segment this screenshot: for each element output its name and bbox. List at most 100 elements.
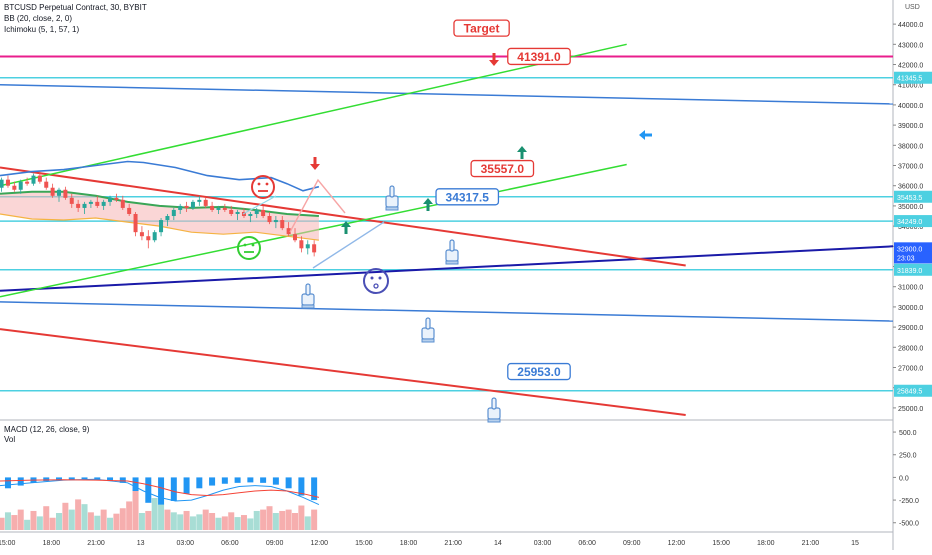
volume-bar [253,510,260,530]
candle-body [248,213,253,217]
macd-histogram-bar [221,477,228,484]
arrow-shaft [313,157,317,165]
up-arrow-icon-3 [341,221,351,234]
price-tick-label: 30000.0 [898,305,923,312]
macd-tick-label: -250.0 [899,498,919,505]
candle-body [229,209,234,214]
volume-bar [272,512,279,530]
candle-body [127,207,132,214]
price-badge-text: 35453.5 [897,195,922,202]
volume-bar [292,512,299,530]
time-tick-label: 06:00 [221,540,239,547]
volume-bar [240,515,247,530]
volume-bar [36,516,43,530]
candle-body [37,175,42,182]
annotation-text: 41391.0 [517,50,561,64]
trendline-red-lower [0,328,686,416]
face-eye [370,276,374,280]
smiley-face [251,175,275,199]
candle-body [286,228,291,235]
candle-body [5,179,10,186]
candle-body [216,207,221,210]
face-eye [378,276,382,280]
hand-pointer-icon [301,283,315,309]
volume-bar [56,512,63,530]
time-tick-label: 09:00 [266,540,284,547]
up-arrow-icon-2 [423,198,433,211]
macd-histogram-bar [234,477,241,483]
volume-bar [100,509,107,530]
price-badge-bg [894,71,932,84]
price-badge-text: 32900.0 [897,246,922,253]
price-tick-label: 25000.0 [898,406,923,413]
volume-bar [209,512,216,530]
macd-histogram-bar [132,477,139,492]
price-badge-text: 25849.5 [897,389,922,396]
price-tick-label: 29000.0 [898,325,923,332]
candle-body [203,199,208,206]
macd-histogram-bar [196,477,203,489]
smiley-eye [265,182,269,186]
price-badge-bg [894,215,932,228]
arrow-head [310,164,320,170]
face-mouth [373,283,379,289]
volume-bar [228,512,235,530]
macd-histogram-bar [311,477,318,501]
time-tick-label: 15 [851,540,859,547]
time-tick-label: 13 [137,540,145,547]
time-tick-label: 18:00 [43,540,61,547]
hand-palm [487,407,501,420]
price-badge: 32900.0 [894,242,932,255]
annotation-text: 25953.0 [517,365,561,379]
time-tick-label: 12:00 [310,540,328,547]
macd-tick-label: 0.0 [899,475,909,482]
trendline-green-upper [0,43,627,187]
arrow-head [489,60,499,66]
arrow-shaft [520,151,524,159]
candle-body [261,209,266,217]
time-tick-label: 14 [494,540,502,547]
arrow-head [423,198,433,204]
ichimoku-label: Ichimoku (5, 1, 57, 1) [4,25,80,34]
hand-cuff [421,338,435,343]
hand-cuff [487,418,501,423]
drawings [237,53,652,423]
volume-bar [189,516,196,530]
candle-body [235,211,240,214]
arrow-head [639,130,645,140]
candle-body [184,205,189,208]
annotation-target: Target [453,19,510,37]
price-badge-text: 41345.5 [897,76,922,83]
trendline-navy [0,245,894,292]
macd-histogram-bar [209,477,216,486]
arrow-shaft [492,53,496,61]
hand-finger [305,283,311,296]
macd-histogram-bar [285,477,292,489]
macd-histogram-bar [170,477,177,501]
hand-pointer-icon-5 [445,239,459,265]
hand-palm [445,249,459,262]
hand-cuff [445,260,459,265]
candle-body [139,232,144,237]
arrow-shaft [644,133,652,137]
macd-tick-label: 250.0 [899,453,917,460]
volume-bar [75,499,82,530]
volume-bar [234,517,241,530]
hand-palm [421,327,435,340]
down-arrow-icon [310,157,320,170]
smiley-face [237,236,261,260]
price-badge-bg [894,384,932,397]
up-arrow-icon [517,146,527,159]
arrow-head [341,221,351,227]
candles [0,171,317,257]
volume-bar [87,512,94,530]
time-tick-label: 18:00 [400,540,418,547]
macd-histogram-bar [43,477,50,482]
candle-body [254,209,259,214]
candle-body [280,220,285,229]
macd-tick-label: 500.0 [899,430,917,437]
volume-bar [177,514,184,530]
smiley-eye [243,243,247,247]
